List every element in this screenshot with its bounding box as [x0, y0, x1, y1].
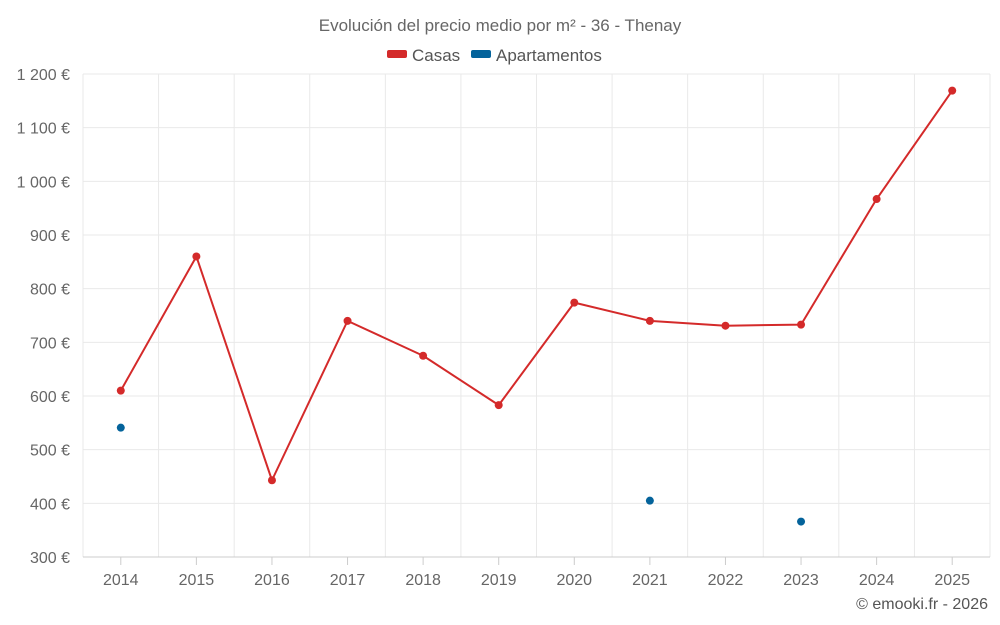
data-point-casas[interactable]: [570, 298, 579, 307]
data-point-casas[interactable]: [419, 351, 428, 360]
x-tick-label: 2018: [405, 572, 441, 589]
x-tick-label: 2022: [708, 572, 744, 589]
legend: Casas Apartamentos: [387, 46, 602, 65]
chart-title: Evolución del precio medio por m² - 36 -…: [319, 16, 682, 35]
legend-item-casas[interactable]: Casas: [387, 46, 460, 65]
y-tick-label: 800 €: [30, 282, 70, 299]
data-point-casas[interactable]: [116, 386, 125, 395]
data-point-casas[interactable]: [872, 195, 881, 204]
legend-label-casas: Casas: [412, 46, 460, 65]
legend-swatch-casas: [387, 50, 407, 58]
y-tick-label: 300 €: [30, 550, 70, 567]
x-tick-label: 2020: [556, 572, 592, 589]
y-tick-label: 400 €: [30, 496, 70, 513]
x-tick-label: 2019: [481, 572, 517, 589]
x-tick-label: 2017: [330, 572, 366, 589]
data-point-casas[interactable]: [645, 316, 654, 325]
data-point-casas[interactable]: [343, 316, 352, 325]
y-axis: 300 € 400 € 500 € 600 € 700 € 800 € 900 € 1 000…: [17, 67, 70, 567]
y-tick-label: 700 €: [30, 335, 70, 352]
x-tick-label: 2014: [103, 572, 139, 589]
y-tick-label: 500 €: [30, 443, 70, 460]
y-tick-label: 1 200 €: [17, 67, 70, 84]
x-tick-label: 2021: [632, 572, 668, 589]
data-point-casas[interactable]: [721, 321, 730, 330]
x-tick-label: 2023: [783, 572, 819, 589]
data-point-casas[interactable]: [494, 401, 503, 410]
y-tick-label: 1 100 €: [17, 121, 70, 138]
data-point-casas[interactable]: [267, 476, 276, 485]
legend-label-apartamentos: Apartamentos: [496, 46, 602, 65]
data-point-apartamentos[interactable]: [645, 496, 654, 505]
series-layer: [116, 86, 957, 526]
credit-text: © emooki.fr - 2026: [856, 596, 988, 613]
x-tick-label: 2016: [254, 572, 290, 589]
x-axis: 2014 2015 2016 2017 2018 2019 2020 2021 2022 2023…: [83, 556, 990, 589]
y-tick-label: 900 €: [30, 228, 70, 245]
x-tick-label: 2025: [934, 572, 970, 589]
x-tick-label: 2024: [859, 572, 895, 589]
data-point-casas[interactable]: [192, 252, 201, 261]
legend-item-apartamentos[interactable]: Apartamentos: [471, 46, 602, 65]
x-tick-label: 2015: [179, 572, 215, 589]
data-point-casas[interactable]: [797, 320, 806, 329]
series-line-casas: [119, 90, 954, 482]
data-point-casas[interactable]: [948, 86, 957, 95]
grid: [82, 73, 991, 557]
y-tick-label: 600 €: [30, 389, 70, 406]
data-point-apartamentos[interactable]: [116, 423, 125, 432]
legend-swatch-apartamentos: [471, 50, 491, 58]
data-point-apartamentos[interactable]: [797, 517, 806, 526]
y-tick-label: 1 000 €: [17, 174, 70, 191]
